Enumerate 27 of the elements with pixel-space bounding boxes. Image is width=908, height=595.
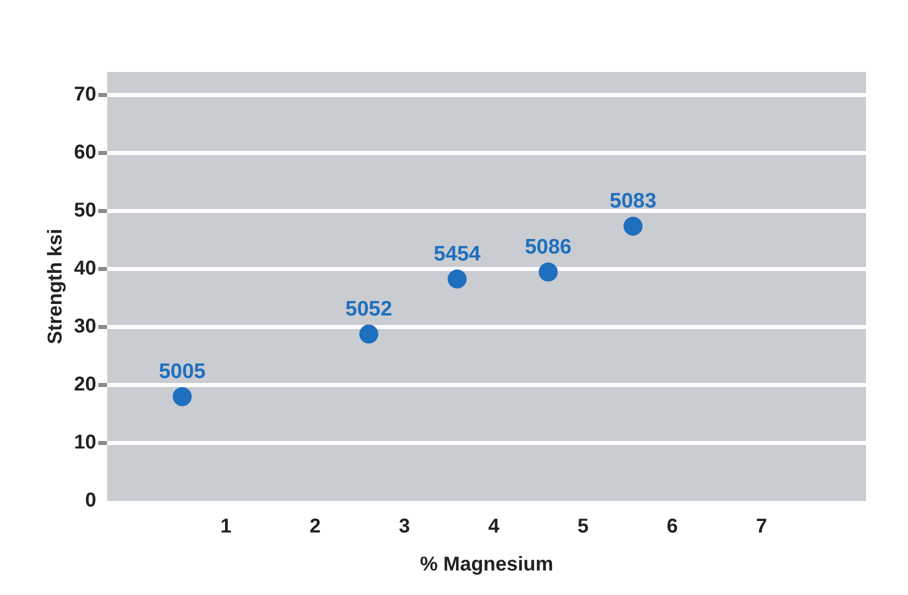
y-tick-label: 0	[85, 490, 96, 512]
y-tick-label: 20	[74, 374, 96, 396]
point	[448, 269, 467, 288]
y-tick-label: 10	[74, 432, 96, 454]
x-tick-label: 3	[398, 516, 410, 538]
x-tick-label: 6	[666, 516, 678, 538]
x-tick-label: 5	[577, 516, 589, 538]
x-tick-label: 2	[310, 516, 321, 538]
x-axis-title: % Magnesium	[420, 554, 554, 576]
y-tick-label: 60	[74, 142, 96, 164]
y-tick-label: 50	[74, 200, 96, 222]
y-tick-label: 40	[74, 258, 96, 280]
point	[172, 387, 192, 406]
point	[359, 324, 378, 344]
annotation: 5454	[434, 242, 481, 266]
annotation: 5083	[610, 190, 656, 213]
point	[624, 216, 643, 236]
x-tick-label: 1	[220, 516, 232, 538]
annotation: 5086	[524, 235, 572, 258]
x-tick-label: 4	[488, 516, 500, 538]
y-axis-title: Strength ksi	[44, 228, 67, 344]
annotation: 5052	[345, 297, 392, 320]
y-tick-label: 70	[74, 84, 96, 106]
annotation: 5005	[158, 360, 206, 383]
point	[538, 262, 558, 282]
y-tick-label: 30	[74, 316, 96, 338]
x-tick-label: 7	[756, 516, 768, 538]
